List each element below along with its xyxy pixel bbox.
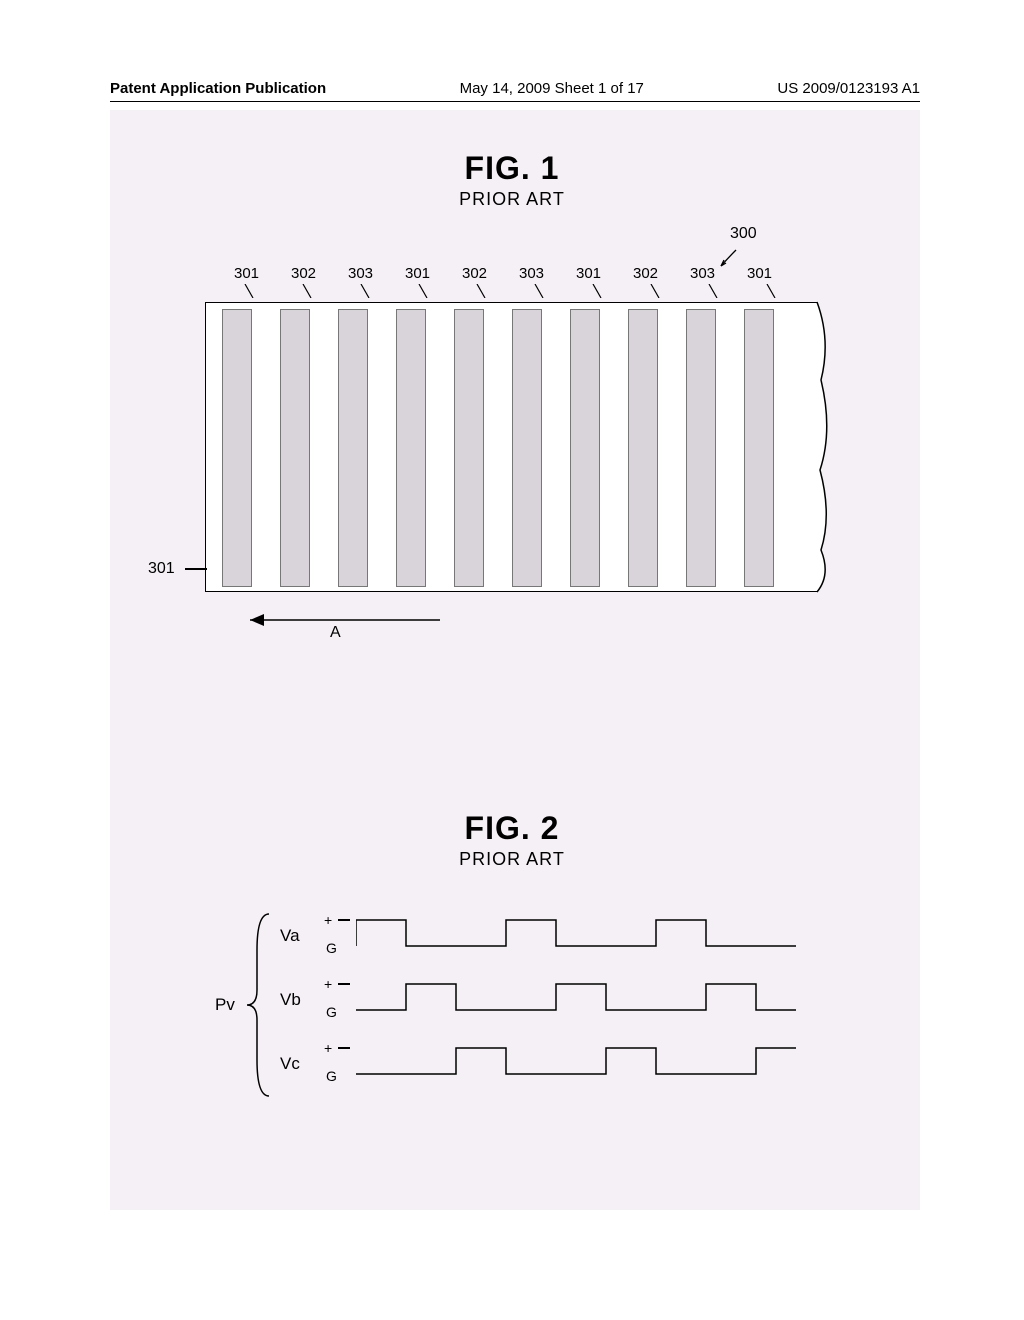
fig1-label-tick — [359, 284, 371, 298]
fig1-label-tick — [707, 284, 719, 298]
fig2-wave-name: Vb — [280, 990, 301, 1010]
fig2-plus-tick — [338, 983, 350, 985]
fig1-electrode-label: 301 — [218, 265, 275, 282]
fig1-electrode-bar — [222, 309, 252, 587]
fig1-subtitle: PRIOR ART — [0, 189, 1024, 210]
fig1-label-tick — [475, 284, 487, 298]
fig2-square-wave — [356, 910, 796, 956]
page-header: Patent Application Publication May 14, 2… — [110, 80, 920, 102]
fig1-electrode-label: 301 — [560, 265, 617, 282]
fig1-label-tick — [649, 284, 661, 298]
fig1-label-tick — [417, 284, 429, 298]
fig1-side-label-leader — [185, 568, 207, 570]
fig1-label-tick — [591, 284, 603, 298]
fig1-electrode-bar — [280, 309, 310, 587]
fig2-plus-label: + — [324, 976, 332, 992]
fig2-group-label: Pv — [215, 995, 235, 1015]
fig1-electrode-bar — [454, 309, 484, 587]
fig2-plus-tick — [338, 1047, 350, 1049]
fig1-number: FIG. 1 — [0, 150, 1024, 187]
fig2-square-wave — [356, 1038, 796, 1084]
fig2-title-block: FIG. 2 PRIOR ART — [0, 810, 1024, 870]
header-mid: May 14, 2009 Sheet 1 of 17 — [460, 80, 644, 97]
fig1-label-tick — [243, 284, 255, 298]
fig2-waveforms: Va + G Vb + G Vc + G — [280, 910, 800, 1102]
fig2-square-wave — [356, 974, 796, 1020]
fig2-wave-row: Vc + G — [280, 1038, 800, 1102]
header-right: US 2009/0123193 A1 — [777, 80, 920, 97]
fig2-wave-name: Va — [280, 926, 300, 946]
fig2-wave-name: Vc — [280, 1054, 300, 1074]
fig1-electrode-label: 301 — [731, 265, 788, 282]
fig1-electrode-array — [205, 302, 817, 592]
fig1-electrode-label: 302 — [617, 265, 674, 282]
fig1-electrode-label: 302 — [446, 265, 503, 282]
fig1-electrode-bar — [570, 309, 600, 587]
fig1-electrode-bar — [396, 309, 426, 587]
fig2-ground-label: G — [326, 1068, 337, 1084]
fig1-label-ticks — [218, 284, 788, 300]
header-left: Patent Application Publication — [110, 80, 326, 97]
fig2-subtitle: PRIOR ART — [0, 849, 1024, 870]
fig2-brace — [245, 910, 275, 1100]
fig1-side-label-301: 301 — [148, 560, 175, 578]
fig1-electrode-bar — [338, 309, 368, 587]
fig2-plus-label: + — [324, 1040, 332, 1056]
fig1-electrode-bar — [512, 309, 542, 587]
fig2-plus-label: + — [324, 912, 332, 928]
fig1-electrode-label: 302 — [275, 265, 332, 282]
fig1-electrode-bar — [686, 309, 716, 587]
fig2-number: FIG. 2 — [0, 810, 1024, 847]
fig1-ref-300: 300 — [730, 225, 757, 243]
fig1-electrode-label: 303 — [503, 265, 560, 282]
fig1-title-block: FIG. 1 PRIOR ART — [0, 150, 1024, 210]
fig1-label-tick — [765, 284, 777, 298]
fig2-wave-row: Va + G — [280, 910, 800, 974]
fig1-label-tick — [301, 284, 313, 298]
fig1-arrow-label: A — [330, 624, 341, 642]
fig2-wave-row: Vb + G — [280, 974, 800, 1038]
fig2-ground-label: G — [326, 1004, 337, 1020]
fig2-ground-label: G — [326, 940, 337, 956]
fig1-electrode-bar — [628, 309, 658, 587]
fig1-electrode-bar — [744, 309, 774, 587]
fig1-electrode-labels: 301302303301302303301302303301 — [218, 265, 788, 282]
fig1-electrode-label: 303 — [674, 265, 731, 282]
fig1-electrode-label: 303 — [332, 265, 389, 282]
fig2-plus-tick — [338, 919, 350, 921]
fig1-torn-edge — [817, 300, 837, 594]
fig1-electrode-label: 301 — [389, 265, 446, 282]
fig1-label-tick — [533, 284, 545, 298]
